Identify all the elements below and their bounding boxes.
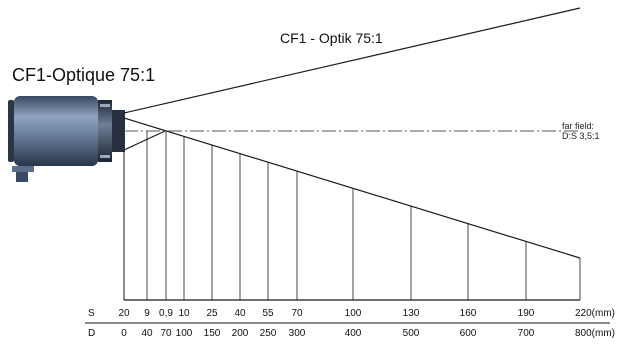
- scale-label-d: D: [88, 328, 95, 339]
- scale-label-s: S: [88, 308, 95, 319]
- distance-value: 70: [160, 328, 172, 339]
- measurement-lines: [146, 131, 581, 300]
- spot-size-value: 130: [403, 308, 420, 319]
- sensor-icon: [8, 96, 125, 182]
- spot-size-value: 25: [206, 308, 218, 319]
- distance-values: 0 40 70 100 150 200 250 300 400 500 600 700 800(mm): [121, 328, 615, 339]
- distance-value: 600: [460, 328, 477, 339]
- distance-value: 400: [345, 328, 362, 339]
- far-field-annotation: far field: D:S 3,5:1: [562, 121, 600, 141]
- distance-value: 150: [204, 328, 221, 339]
- distance-value: 700: [518, 328, 535, 339]
- spot-size-value: 10: [178, 308, 190, 319]
- far-field-label: far field:: [562, 121, 595, 131]
- distance-value: 250: [260, 328, 277, 339]
- spot-size-values: 20 9 0,9 10 25 40 55 70 100 130 160 190 220(mm): [118, 308, 615, 319]
- diagram-title-french: CF1-Optique 75:1: [12, 65, 156, 85]
- beam-upper-line: [123, 7, 581, 114]
- spot-size-value: 190: [518, 308, 535, 319]
- distance-value: 100: [176, 328, 193, 339]
- distance-value: 300: [289, 328, 306, 339]
- spot-size-value: 220(mm): [575, 308, 615, 319]
- spot-size-value: 100: [345, 308, 362, 319]
- beam-cross-line: [123, 130, 166, 151]
- distance-value: 40: [141, 328, 153, 339]
- diagram-title-german: CF1 - Optik 75:1: [280, 30, 383, 46]
- spot-size-value: 0,9: [159, 308, 173, 319]
- spot-size-value: 70: [291, 308, 303, 319]
- far-field-ratio: D:S 3,5:1: [562, 131, 600, 141]
- distance-value: 200: [232, 328, 249, 339]
- spot-size-value: 40: [234, 308, 246, 319]
- distance-value: 800(mm): [575, 328, 615, 339]
- spot-size-value: 160: [460, 308, 477, 319]
- spot-size-value: 20: [118, 308, 130, 319]
- spot-size-value: 55: [262, 308, 274, 319]
- distance-value: 0: [121, 328, 127, 339]
- distance-value: 500: [403, 328, 420, 339]
- beam-lower-line: [123, 117, 581, 259]
- spot-size-value: 9: [144, 308, 150, 319]
